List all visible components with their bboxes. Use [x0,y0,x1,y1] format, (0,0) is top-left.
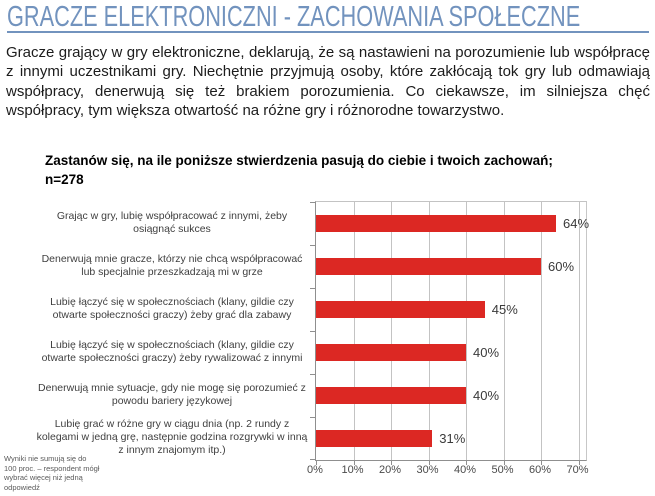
chart-title: Zastanów się, na ile poniższe stwierdzen… [45,153,553,187]
bar [316,344,466,361]
value-label: 45% [491,302,518,317]
y-axis-tick [310,417,316,418]
value-label: 31% [439,431,466,446]
value-label: 64% [563,216,590,231]
gridline [466,202,467,460]
y-axis-tick [310,288,316,289]
category-label: Denerwują mnie sytuacje, gdy nie mogę si… [38,381,306,407]
gridline [503,202,505,460]
bar [316,387,466,404]
x-axis-label: 30% [416,464,439,476]
x-axis-tick [428,461,430,465]
x-axis-tick [391,461,392,465]
y-axis-tick [310,374,316,375]
x-axis-label: 50% [491,464,514,476]
value-label: 40% [473,388,500,403]
category-labels: Grając w gry, lubię współpracować z inny… [33,201,311,459]
page-title: GRACZE ELEKTRONICZNI - ZACHOWANIA SPOŁEC… [7,3,649,33]
y-axis-tick [310,459,316,460]
category-label: Lubię grać w różne gry w ciągu dnia (np.… [36,418,308,456]
x-axis-label: 70% [566,464,589,476]
y-axis-tick [310,245,316,246]
category-label: Lubię łączyć się w społecznościach (klan… [50,295,294,321]
y-axis-tick [310,331,316,332]
x-axis-label: 40% [453,464,477,476]
page-title-text: GRACZE ELEKTRONICZNI - ZACHOWANIA SPOŁEC… [7,1,581,33]
x-axis-label: 0% [307,464,323,476]
x-axis-label: 20% [378,464,402,476]
x-axis-label: 60% [528,464,552,476]
x-axis-label: 10% [341,464,364,476]
bar [316,430,433,447]
gridline [578,202,580,460]
x-axis-tick [466,461,467,465]
intro-paragraph: Gracze grający w gry elektroniczne, dekl… [6,44,650,120]
gridline [353,202,355,460]
y-axis-tick [310,202,316,203]
x-axis-tick [316,461,317,465]
x-axis-tick [578,461,580,465]
x-axis-tick [503,461,505,465]
category-label: Lubię łączyć się w społecznościach (klan… [41,338,303,364]
bar [316,258,541,275]
footnote: Wyniki nie sumują się do 100 proc. – res… [4,454,100,492]
value-label: 60% [548,259,575,274]
category-label: Grając w gry, lubię współpracować z inny… [56,209,288,235]
bar [316,215,556,232]
plot-area: 64% 60% 45% 40% 40% 31% [310,201,590,465]
gridline [428,202,430,460]
x-axis: 0% 10% 20% 30% 40% 50% 60% 70% [307,464,595,478]
bar [316,301,485,318]
category-label: Denerwują mnie gracze, którzy nie chcą w… [41,252,303,278]
gridline [391,202,392,460]
bar-chart: Grając w gry, lubię współpracować z inny… [0,201,655,491]
x-axis-tick [541,461,542,465]
gridline [541,202,542,460]
x-axis-tick [353,461,355,465]
value-label: 40% [473,345,500,360]
